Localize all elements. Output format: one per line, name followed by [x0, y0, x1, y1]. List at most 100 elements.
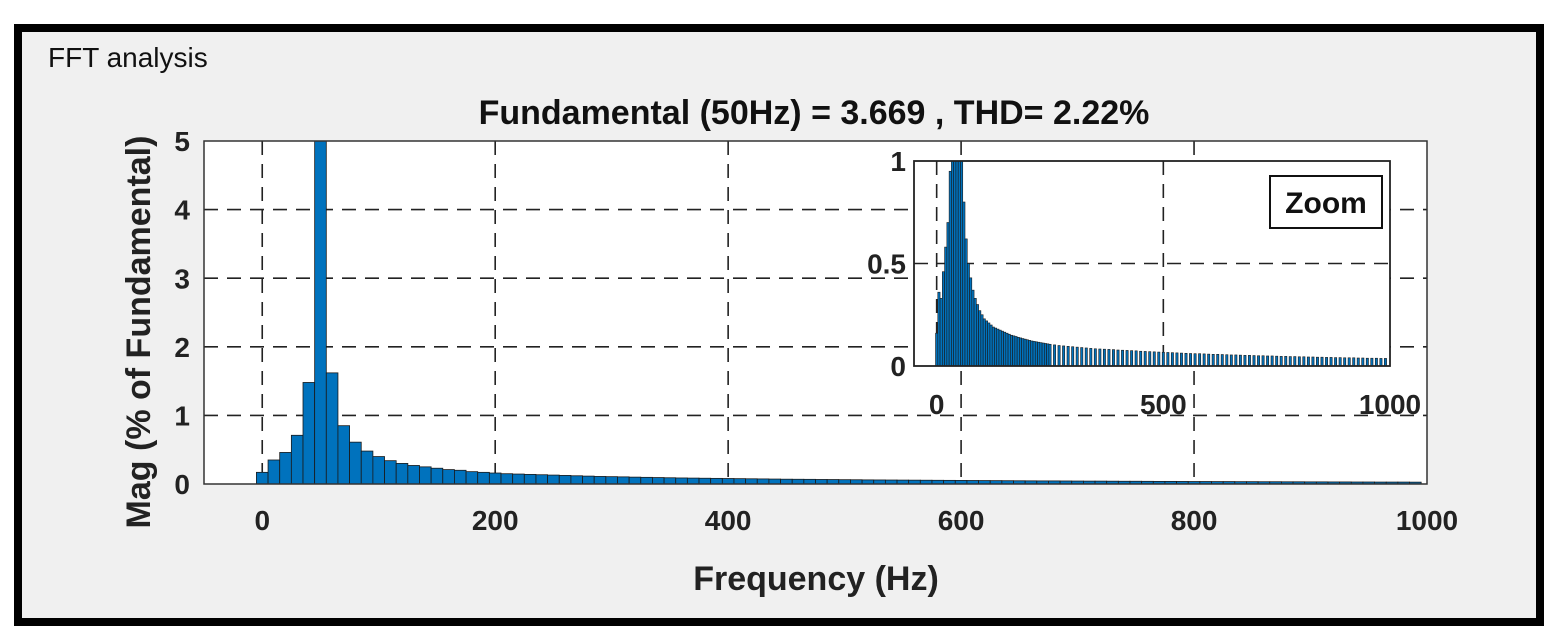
bar — [1084, 347, 1088, 367]
bar — [547, 474, 560, 485]
bar — [1320, 356, 1324, 367]
bar — [407, 465, 420, 485]
bar — [966, 263, 970, 367]
bar — [935, 332, 939, 367]
bar — [1175, 352, 1179, 367]
bar — [1347, 357, 1351, 367]
x-tick-label: 600 — [938, 505, 985, 536]
bar — [1130, 350, 1134, 367]
bar — [996, 328, 1000, 367]
bar — [1039, 342, 1043, 367]
bar — [1288, 356, 1292, 367]
bar — [964, 238, 968, 367]
bar — [733, 478, 747, 485]
bar — [1238, 354, 1242, 367]
bar — [1071, 346, 1075, 367]
bar — [500, 473, 514, 485]
bar — [582, 475, 595, 485]
bar — [937, 291, 941, 367]
bar — [337, 425, 350, 485]
bar — [1325, 357, 1328, 367]
bar — [349, 441, 362, 485]
y-tick-label: 0 — [174, 469, 190, 500]
bar — [1343, 357, 1347, 367]
bar — [1048, 343, 1052, 367]
bar — [454, 469, 467, 485]
bar — [1093, 348, 1097, 367]
bar — [957, 160, 961, 367]
bar — [314, 140, 327, 485]
y-tick-label: 1 — [890, 146, 906, 177]
bar — [675, 477, 688, 485]
bar — [1384, 358, 1387, 367]
bar — [558, 475, 572, 485]
panel-title: FFT analysis — [44, 42, 212, 74]
bar — [1028, 340, 1032, 367]
bar — [1023, 338, 1027, 367]
bar — [980, 314, 984, 367]
bar — [1297, 356, 1301, 367]
bar — [1180, 352, 1183, 367]
bar — [1003, 331, 1007, 367]
bar — [290, 434, 304, 485]
bar — [1170, 352, 1174, 367]
bar — [1010, 334, 1013, 367]
bar — [1134, 350, 1138, 367]
bar — [302, 382, 316, 485]
zoom-label-box — [1269, 175, 1383, 229]
bar — [710, 477, 723, 485]
bar — [1075, 346, 1079, 367]
bar — [1062, 345, 1066, 367]
bar — [1000, 330, 1004, 367]
bar — [971, 289, 975, 367]
bar — [955, 160, 959, 367]
bar — [1025, 339, 1029, 367]
bar — [1293, 356, 1297, 367]
bar — [969, 277, 973, 367]
bar — [1352, 357, 1356, 367]
bar — [1125, 350, 1129, 367]
main-plot-border — [203, 140, 1428, 485]
bar — [991, 326, 995, 367]
y-tick-label: 3 — [174, 263, 190, 294]
main-bars — [256, 140, 1422, 485]
bar — [267, 459, 281, 485]
bar — [1016, 336, 1020, 367]
bar — [360, 450, 374, 485]
bar — [1121, 349, 1124, 367]
zoom-label: Zoom — [1285, 187, 1367, 220]
bar — [948, 170, 952, 367]
y-tick-label: 4 — [174, 195, 190, 226]
bar — [987, 322, 991, 367]
inset-bars — [935, 160, 1387, 367]
bar — [960, 160, 964, 367]
bar — [1102, 348, 1106, 367]
bar — [1257, 355, 1260, 367]
bar — [605, 476, 618, 485]
bar — [1252, 355, 1256, 367]
bar — [1202, 353, 1206, 367]
x-tick-label: 1000 — [1359, 389, 1421, 420]
x-tick-label: 0 — [929, 389, 945, 420]
bar — [1306, 356, 1310, 367]
bar — [721, 478, 735, 485]
bar — [640, 476, 653, 485]
bar — [1234, 354, 1238, 367]
bar — [1356, 357, 1360, 367]
bar — [1329, 357, 1333, 367]
bar — [1041, 342, 1045, 367]
bar — [942, 271, 945, 367]
inset-grid — [914, 161, 1390, 366]
bar — [652, 477, 665, 485]
bar — [1152, 351, 1156, 367]
bar — [1037, 341, 1041, 367]
bar — [982, 318, 986, 367]
bar — [1220, 354, 1224, 367]
bar — [1112, 349, 1115, 367]
bar — [1044, 343, 1047, 367]
x-axis-label: Frequency (Hz) — [693, 560, 939, 598]
bar — [985, 320, 988, 367]
bar — [663, 477, 677, 485]
x-tick-label: 400 — [705, 505, 752, 536]
bar — [1021, 338, 1025, 367]
